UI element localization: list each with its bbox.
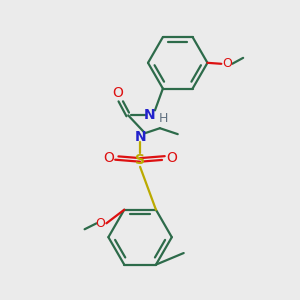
Text: N: N <box>144 108 156 122</box>
Text: O: O <box>222 57 232 70</box>
Text: O: O <box>112 85 123 100</box>
Text: S: S <box>135 153 145 167</box>
Text: O: O <box>167 151 177 165</box>
Text: N: N <box>134 130 146 144</box>
Text: H: H <box>159 112 169 125</box>
Text: O: O <box>103 151 114 165</box>
Text: O: O <box>95 217 105 230</box>
